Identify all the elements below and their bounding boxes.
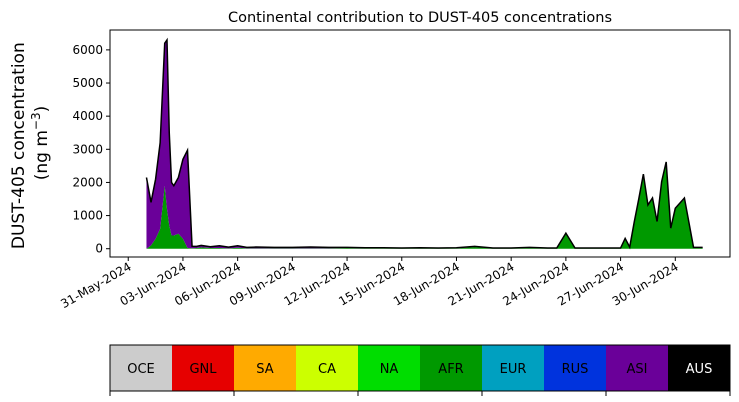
- legend-swatch-asi: [606, 345, 669, 391]
- legend-label-ca: CA: [318, 362, 336, 377]
- y-tick-label: 3000: [72, 142, 103, 156]
- legend-swatch-aus: [668, 345, 731, 391]
- y-axis: 0 1000 2000 3000 4000 5000 6000: [72, 43, 110, 256]
- legend-swatch-ca: [296, 345, 359, 391]
- legend-label-aus: AUS: [686, 362, 713, 377]
- area-series-aus: [146, 39, 703, 249]
- total-concentration-line: [145, 37, 703, 250]
- area-series-afr: [146, 162, 703, 249]
- legend-frame: [109, 344, 731, 392]
- y-tick-label: 5000: [72, 76, 103, 90]
- y-axis-label-unit-close: ): [32, 106, 52, 113]
- y-tick-label: 0: [95, 242, 103, 256]
- y-axis-label-line1: DUST-405 concentration: [9, 42, 29, 249]
- legend-label-na: NA: [380, 362, 399, 377]
- x-axis: 31-May-202403-Jun-202406-Jun-202409-Jun-…: [58, 257, 681, 311]
- area-series-rus: [146, 162, 703, 249]
- legend-swatch-gnl: [172, 345, 235, 391]
- legend-swatch-na: [358, 345, 421, 391]
- chart-title: Continental contribution to DUST-405 con…: [228, 10, 612, 26]
- area-layer: [146, 39, 703, 249]
- plot-frame: [109, 29, 731, 258]
- area-series-eur: [146, 162, 703, 249]
- legend-swatch-afr: [420, 345, 483, 391]
- legend-label-afr: AFR: [438, 362, 463, 377]
- y-tick-label: 4000: [72, 109, 103, 123]
- y-axis-label-line2: (ng m−3): [29, 106, 52, 181]
- y-tick-label: 1000: [72, 209, 103, 223]
- legend-label-rus: RUS: [562, 362, 589, 377]
- legend-label-asi: ASI: [627, 362, 648, 377]
- legend-swatch-eur: [482, 345, 545, 391]
- legend-label-eur: EUR: [500, 362, 527, 377]
- legend-swatch-rus: [544, 345, 607, 391]
- legend-swatch-oce: [110, 345, 173, 391]
- legend-colorbar: OCE GNL SA CA NA AFR EUR RUS ASI AUS: [109, 344, 731, 396]
- legend-label-oce: OCE: [127, 362, 155, 377]
- y-tick-label: 6000: [72, 43, 103, 57]
- y-axis-label-unit-exponent: −3: [29, 112, 43, 130]
- legend-label-gnl: GNL: [189, 362, 217, 377]
- plot-area: 0 1000 2000 3000 4000 5000 6000 31-May-202403-…: [58, 29, 731, 311]
- legend-label-sa: SA: [256, 362, 273, 377]
- y-tick-label: 2000: [72, 175, 103, 189]
- y-axis-label-unit: (ng m: [32, 130, 52, 180]
- y-axis-label: DUST-405 concentration (ng m−3): [9, 37, 52, 249]
- area-series-asi: [146, 39, 703, 249]
- legend-swatch-sa: [234, 345, 297, 391]
